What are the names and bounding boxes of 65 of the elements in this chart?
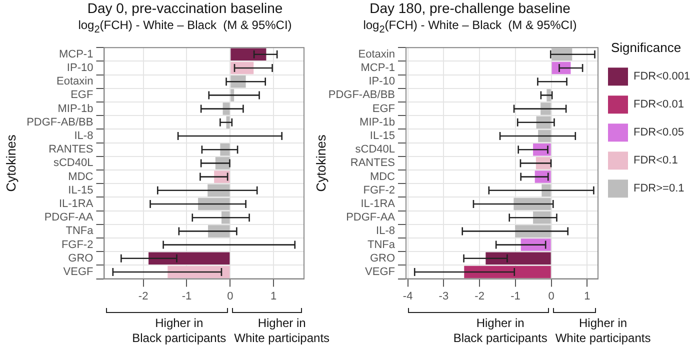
x-tick-label: -1 <box>182 290 192 303</box>
y-tick-label: IL-8 <box>376 226 395 238</box>
x-tick-label: -1 <box>510 290 520 303</box>
y-tick-label: IL-15 <box>68 184 94 197</box>
bar <box>168 266 230 279</box>
legend-label: FDR<0.1 <box>634 155 678 168</box>
chart-subtitle: log$_{2}$(FCH) - White – Black (M & 95%CI) <box>77 17 293 38</box>
bar <box>230 48 266 61</box>
y-tick-label: sCD40L <box>53 158 94 170</box>
bar <box>486 252 551 265</box>
y-tick-label: TNFa <box>66 226 94 238</box>
text: Higher in Black participants <box>453 316 548 346</box>
y-tick-label: IL-15 <box>370 130 395 142</box>
y-tick-label: MDC <box>370 171 396 184</box>
chart-title: Day 0, pre-vaccination baseline <box>86 0 284 17</box>
y-axis-title: Cytokines <box>3 134 18 192</box>
y-tick-label: EGF <box>372 103 396 116</box>
legend-label: FDR<0.05 <box>634 127 684 140</box>
x-tick-label: 0 <box>227 290 234 303</box>
y-tick-label: IP-10 <box>66 62 94 74</box>
y-tick-label: GRO <box>68 252 94 265</box>
y-tick-label: GRO <box>370 252 396 265</box>
y-tick-label: IL-8 <box>74 130 94 142</box>
y-tick-label: RANTES <box>350 158 395 170</box>
y-tick-label: VEGF <box>365 266 396 278</box>
y-tick-label: MIP-1b <box>58 103 94 116</box>
y-tick-label: PDGF-AA <box>44 212 94 224</box>
y-tick-label: RANTES <box>48 144 94 156</box>
y-axis-title: Cytokines <box>313 134 328 192</box>
chart-title: Day 180, pre-challenge baseline <box>368 0 572 17</box>
legend-label: FDR<0.001 <box>634 71 690 84</box>
y-tick-label: FGF-2 <box>363 184 395 197</box>
legend-label: FDR<0.01 <box>634 99 684 112</box>
bar <box>148 252 230 265</box>
y-tick-label: IL-1RA <box>58 198 94 210</box>
y-tick-label: EGF <box>70 90 94 102</box>
y-tick-label: PDGF-AA <box>346 212 396 224</box>
y-tick-label: Eotaxin <box>358 48 395 61</box>
x-tick-label: -2 <box>474 290 484 303</box>
y-tick-label: PDGF-AB/BB <box>328 90 395 102</box>
y-tick-label: MCP-1 <box>58 48 94 61</box>
y-tick-label: IP-10 <box>368 76 395 88</box>
y-tick-label: VEGF <box>63 266 94 278</box>
x-tick-label: -2 <box>138 290 148 303</box>
x-tick-label: 0 <box>548 290 554 303</box>
text: Higher in Black participants <box>132 316 226 346</box>
y-tick-label: TNFa <box>368 239 396 252</box>
legend-title: Significance <box>610 40 682 56</box>
x-tick-label: -4 <box>402 290 413 303</box>
y-tick-label: FGF-2 <box>61 239 94 252</box>
y-tick-label: MCP-1 <box>360 62 395 74</box>
text: Higher in White participants <box>555 316 651 346</box>
y-tick-label: sCD40L <box>355 144 395 156</box>
y-tick-label: MDC <box>68 171 94 184</box>
x-tick-label: 1 <box>584 290 590 303</box>
chart-subtitle: log$_{2}$(FCH) - White – Black (M & 95%CI) <box>362 17 578 38</box>
x-tick-label: 1 <box>270 290 277 303</box>
y-tick-label: IL-1RA <box>360 198 396 210</box>
legend-label: FDR>=0.1 <box>634 183 684 196</box>
bar <box>464 266 551 279</box>
y-tick-label: MIP-1b <box>360 116 395 129</box>
y-tick-label: PDGF-AB/BB <box>26 116 94 129</box>
y-tick-label: Eotaxin <box>56 76 94 88</box>
text: Higher in White participants <box>234 316 330 346</box>
x-tick-label: -3 <box>438 290 449 303</box>
